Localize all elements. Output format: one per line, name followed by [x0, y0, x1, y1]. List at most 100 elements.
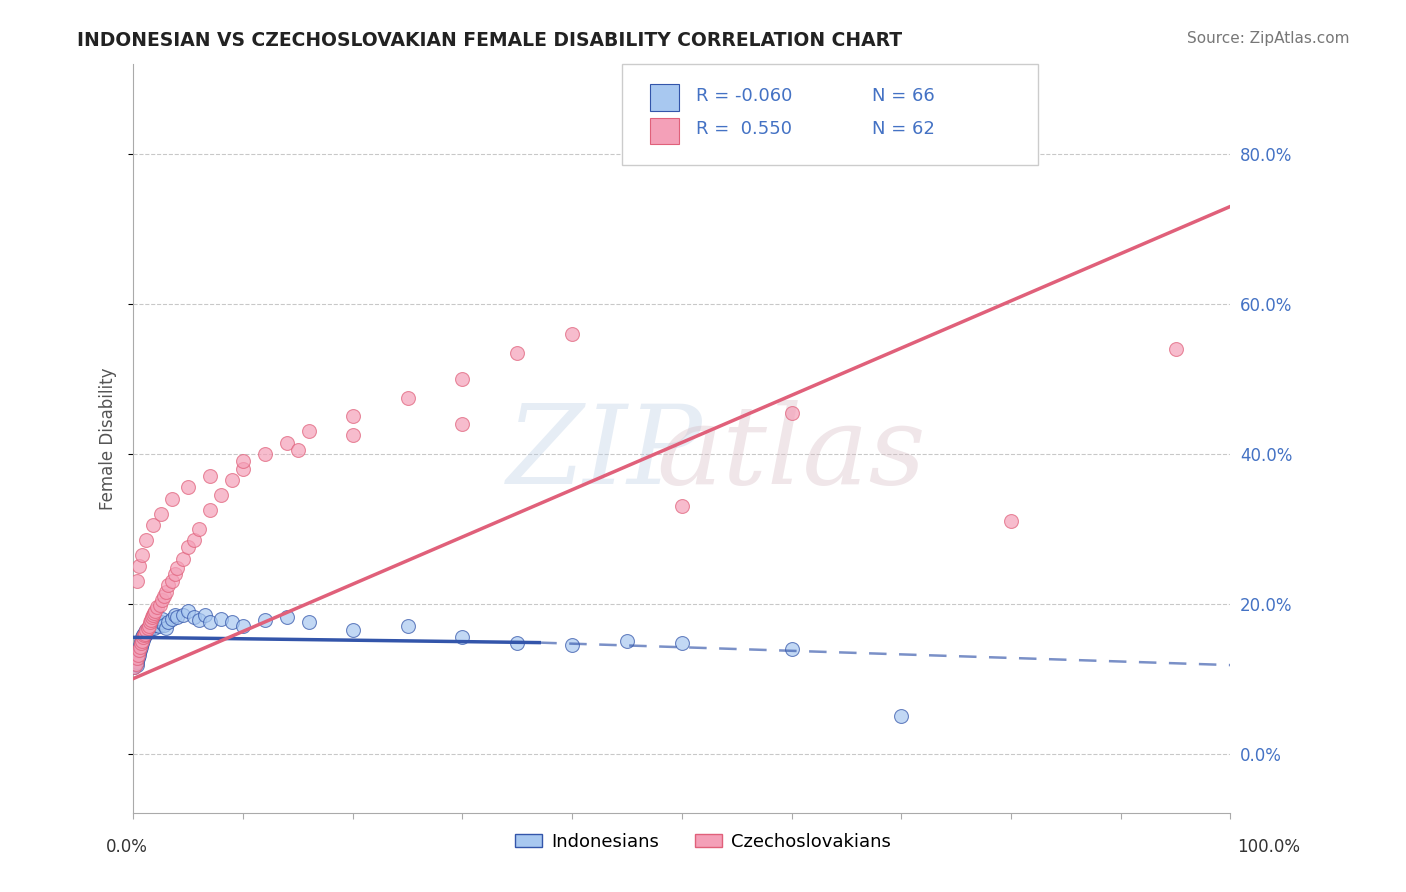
Point [134, 626, 156, 640]
Point [232, 619, 254, 633]
Point [177, 480, 200, 494]
Point [287, 442, 309, 457]
Text: R = -0.060: R = -0.060 [696, 87, 793, 105]
Point [143, 606, 166, 620]
Point [221, 615, 243, 630]
Point [276, 610, 298, 624]
Point [134, 631, 156, 645]
Point [342, 428, 364, 442]
Text: 0.0%: 0.0% [105, 838, 148, 855]
Point [138, 623, 160, 637]
Point [134, 628, 156, 642]
Point [153, 589, 176, 603]
Point [342, 409, 364, 424]
Point [129, 640, 152, 654]
Point [149, 615, 172, 630]
Point [139, 619, 162, 633]
Point [129, 635, 152, 649]
Point [298, 424, 321, 438]
FancyBboxPatch shape [650, 118, 679, 145]
Point [172, 551, 194, 566]
Point [139, 613, 162, 627]
Point [276, 435, 298, 450]
Point [172, 607, 194, 622]
Point [232, 461, 254, 475]
Point [451, 417, 474, 431]
Point [198, 615, 221, 630]
Point [135, 623, 157, 637]
Point [134, 626, 156, 640]
Point [148, 619, 170, 633]
Point [139, 615, 162, 630]
Point [221, 473, 243, 487]
Point [160, 612, 183, 626]
Point [160, 491, 183, 506]
Point [146, 617, 169, 632]
Point [127, 650, 149, 665]
Point [129, 640, 152, 654]
Point [131, 635, 153, 649]
Text: Source: ZipAtlas.com: Source: ZipAtlas.com [1187, 31, 1350, 46]
Point [135, 626, 157, 640]
Point [136, 621, 159, 635]
Point [124, 653, 146, 667]
Point [128, 643, 150, 657]
Point [124, 657, 146, 671]
Point [396, 391, 419, 405]
Point [253, 613, 276, 627]
Point [145, 613, 167, 627]
Point [142, 607, 165, 622]
Point [188, 522, 211, 536]
Point [128, 559, 150, 574]
Point [138, 619, 160, 633]
Point [150, 612, 173, 626]
Point [561, 326, 583, 341]
Point [143, 621, 166, 635]
Point [125, 574, 148, 589]
Point [890, 709, 912, 723]
Y-axis label: Female Disability: Female Disability [100, 368, 117, 510]
Point [143, 604, 166, 618]
Point [160, 574, 183, 589]
Point [342, 623, 364, 637]
Point [132, 632, 155, 647]
Point [166, 610, 188, 624]
Point [1164, 342, 1187, 356]
Point [396, 619, 419, 633]
Point [780, 405, 803, 419]
Point [129, 638, 152, 652]
FancyBboxPatch shape [621, 64, 1039, 165]
Point [232, 454, 254, 468]
Point [561, 638, 583, 652]
Point [209, 488, 232, 502]
Text: R =  0.550: R = 0.550 [696, 120, 792, 138]
FancyBboxPatch shape [650, 85, 679, 111]
Point [209, 612, 232, 626]
Point [253, 447, 276, 461]
Point [616, 634, 638, 648]
Point [142, 518, 165, 533]
Point [149, 598, 172, 612]
Point [155, 585, 177, 599]
Point [198, 503, 221, 517]
Point [139, 621, 162, 635]
Text: N = 66: N = 66 [872, 87, 935, 105]
Point [128, 645, 150, 659]
Point [671, 499, 693, 513]
Point [129, 643, 152, 657]
Point [506, 345, 529, 359]
Point [124, 660, 146, 674]
Point [125, 650, 148, 665]
Point [177, 541, 200, 555]
Text: 100.0%: 100.0% [1237, 838, 1301, 855]
Point [131, 634, 153, 648]
Point [127, 648, 149, 662]
Point [506, 635, 529, 649]
Point [139, 617, 162, 632]
Point [128, 641, 150, 656]
Point [134, 625, 156, 640]
Point [127, 649, 149, 664]
Point [132, 628, 155, 642]
Point [136, 625, 159, 640]
Point [451, 372, 474, 386]
